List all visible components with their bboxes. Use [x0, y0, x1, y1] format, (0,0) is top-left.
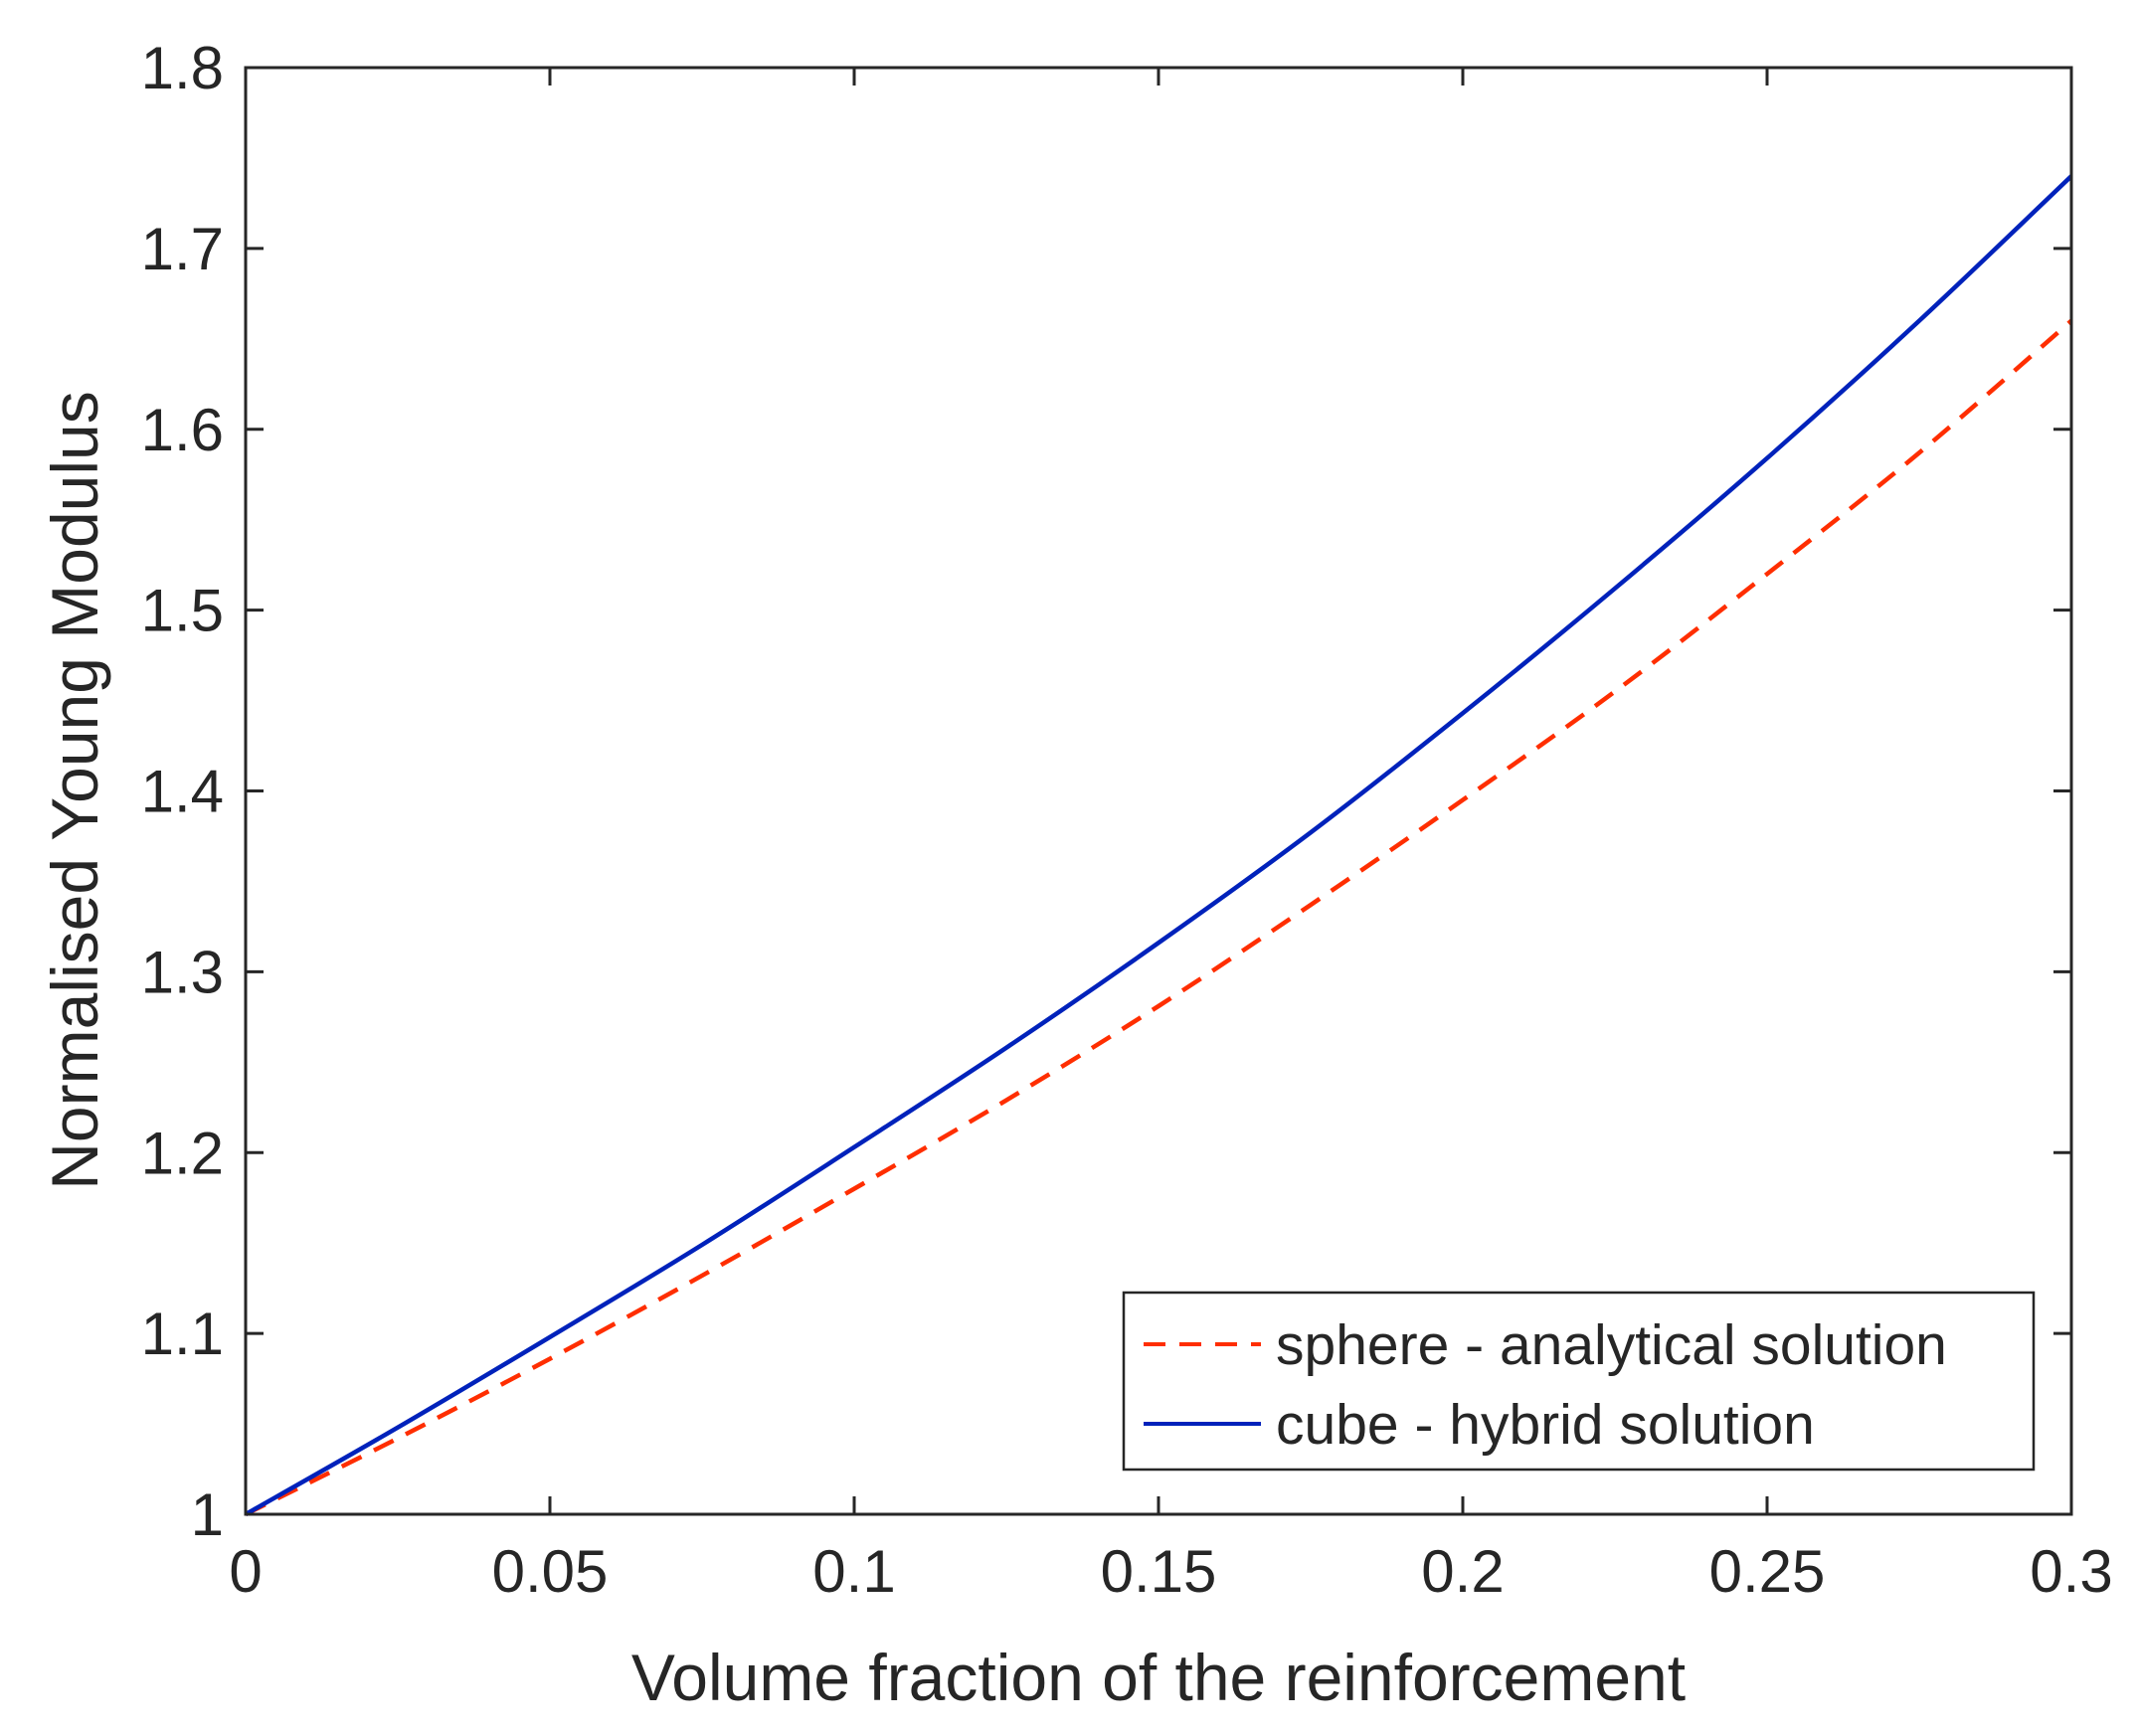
- y-tick-label: 1.3: [141, 939, 224, 1005]
- y-tick-label: 1.8: [141, 35, 224, 101]
- x-tick-label: 0.3: [2030, 1538, 2112, 1605]
- ticks-layer: [244, 66, 2073, 1516]
- y-tick-label: 1.7: [141, 216, 224, 282]
- y-tick-label: 1.1: [141, 1301, 224, 1367]
- y-tick-label: 1.4: [141, 759, 224, 825]
- y-tick-label: 1.5: [141, 578, 224, 644]
- x-tick-label: 0.2: [1421, 1538, 1504, 1605]
- y-tick-labels: 1 1.1 1.2 1.3 1.4 1.5 1.6 1.7 1.8: [141, 35, 224, 1548]
- series-line-cube: [244, 174, 2073, 1516]
- y-tick-label: 1: [191, 1481, 224, 1548]
- x-tick-label: 0.25: [1709, 1538, 1826, 1605]
- x-tick-label: 0: [229, 1538, 262, 1605]
- y-tick-label: 1.6: [141, 397, 224, 463]
- x-tick-label: 0.1: [812, 1538, 895, 1605]
- x-tick-labels: 0 0.05 0.1 0.15 0.2 0.25 0.3: [229, 1538, 2112, 1605]
- legend-label-cube: cube - hybrid solution: [1276, 1393, 1815, 1457]
- series-line-sphere: [244, 318, 2073, 1517]
- x-axis-label: Volume fraction of the reinforcement: [631, 1641, 1686, 1714]
- y-tick-label: 1.2: [141, 1120, 224, 1186]
- legend: sphere - analytical solution cube - hybr…: [1122, 1291, 2036, 1472]
- legend-label-sphere: sphere - analytical solution: [1276, 1313, 1947, 1377]
- x-tick-label: 0.15: [1101, 1538, 1217, 1605]
- series-layer: [244, 174, 2073, 1517]
- y-axis-label: Normalised Young Modulus: [38, 391, 111, 1190]
- legend-box: [1122, 1291, 2036, 1472]
- x-tick-label: 0.05: [492, 1538, 609, 1605]
